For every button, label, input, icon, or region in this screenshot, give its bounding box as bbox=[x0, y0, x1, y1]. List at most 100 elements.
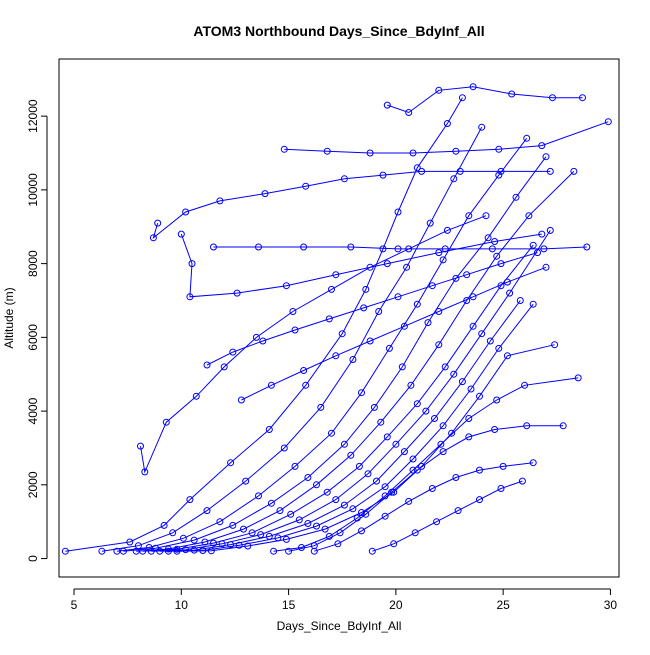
data-point bbox=[340, 501, 348, 509]
series-line bbox=[241, 266, 547, 401]
y-tick-label: 4000 bbox=[26, 397, 40, 424]
data-point bbox=[604, 118, 612, 126]
data-point bbox=[229, 521, 237, 529]
data-point bbox=[398, 363, 406, 371]
data-point bbox=[267, 499, 275, 507]
data-point bbox=[546, 167, 554, 175]
data-point bbox=[381, 483, 389, 491]
data-point bbox=[257, 531, 265, 539]
x-tick-label: 20 bbox=[389, 598, 403, 612]
data-point bbox=[450, 370, 458, 378]
data-point bbox=[411, 529, 419, 537]
data-point bbox=[216, 518, 224, 526]
data-point bbox=[491, 238, 499, 245]
data-point bbox=[503, 278, 511, 286]
data-point bbox=[280, 444, 288, 452]
data-point bbox=[546, 226, 554, 234]
data-point bbox=[388, 488, 396, 496]
data-point bbox=[255, 492, 262, 500]
data-point bbox=[478, 123, 486, 131]
data-point bbox=[360, 304, 368, 312]
data-point bbox=[336, 529, 344, 537]
data-point bbox=[177, 230, 185, 238]
data-point bbox=[452, 147, 460, 155]
data-point bbox=[340, 440, 348, 448]
data-point bbox=[276, 507, 284, 515]
data-point bbox=[484, 234, 492, 242]
data-point bbox=[551, 341, 559, 349]
data-point bbox=[287, 510, 295, 518]
data-point bbox=[210, 243, 217, 251]
data-point bbox=[186, 293, 194, 301]
data-point bbox=[525, 212, 533, 220]
data-point bbox=[119, 547, 127, 555]
data-point bbox=[465, 433, 473, 441]
data-point bbox=[493, 252, 501, 260]
data-point bbox=[403, 263, 411, 271]
data-point bbox=[439, 422, 447, 430]
series-line bbox=[159, 300, 521, 552]
data-point bbox=[302, 381, 310, 389]
data-point bbox=[304, 520, 312, 527]
data-point bbox=[400, 322, 408, 330]
data-point bbox=[235, 541, 243, 549]
data-point bbox=[383, 101, 391, 109]
data-point bbox=[358, 389, 365, 397]
data-point bbox=[265, 426, 273, 433]
data-point bbox=[400, 448, 408, 456]
data-point bbox=[381, 492, 389, 500]
y-axis-label: Altitude (m) bbox=[2, 287, 16, 348]
data-point bbox=[516, 297, 524, 304]
data-point bbox=[366, 337, 374, 345]
data-point bbox=[394, 293, 402, 301]
data-point bbox=[261, 190, 269, 198]
data-point bbox=[203, 507, 211, 515]
series-line bbox=[142, 244, 534, 552]
data-point bbox=[409, 149, 417, 157]
data-point bbox=[413, 164, 421, 172]
data-point bbox=[285, 547, 293, 555]
data-point bbox=[579, 94, 586, 102]
data-point bbox=[141, 468, 149, 476]
data-point bbox=[218, 540, 226, 548]
series-line bbox=[206, 252, 538, 366]
data-point bbox=[160, 521, 168, 529]
data-point bbox=[173, 547, 181, 555]
data-point bbox=[458, 94, 466, 102]
series-line bbox=[168, 303, 534, 552]
data-point bbox=[282, 282, 290, 290]
data-point bbox=[242, 477, 250, 485]
data-point bbox=[469, 83, 477, 91]
data-point bbox=[291, 462, 299, 470]
data-point bbox=[452, 474, 460, 481]
data-point bbox=[291, 326, 299, 334]
data-point bbox=[162, 418, 170, 426]
series-line bbox=[387, 86, 583, 114]
data-point bbox=[270, 547, 278, 555]
data-point bbox=[413, 400, 421, 408]
data-point bbox=[240, 525, 247, 533]
data-point bbox=[538, 142, 546, 150]
data-point bbox=[497, 485, 505, 492]
x-tick-label: 25 bbox=[496, 598, 510, 612]
data-point bbox=[154, 219, 162, 227]
series-line bbox=[136, 171, 575, 552]
data-point bbox=[542, 153, 550, 161]
data-point bbox=[512, 193, 520, 201]
data-point bbox=[495, 171, 503, 179]
y-tick-label: 6000 bbox=[26, 324, 40, 351]
data-point bbox=[405, 245, 413, 253]
data-point bbox=[443, 120, 451, 127]
data-point bbox=[549, 94, 556, 102]
data-point bbox=[463, 271, 471, 279]
data-point bbox=[362, 285, 370, 293]
data-point bbox=[433, 518, 441, 526]
data-point bbox=[441, 245, 449, 253]
data-point bbox=[418, 462, 426, 470]
data-point bbox=[431, 415, 438, 422]
series-line bbox=[123, 156, 547, 552]
data-point bbox=[190, 536, 198, 544]
data-point bbox=[454, 507, 462, 515]
